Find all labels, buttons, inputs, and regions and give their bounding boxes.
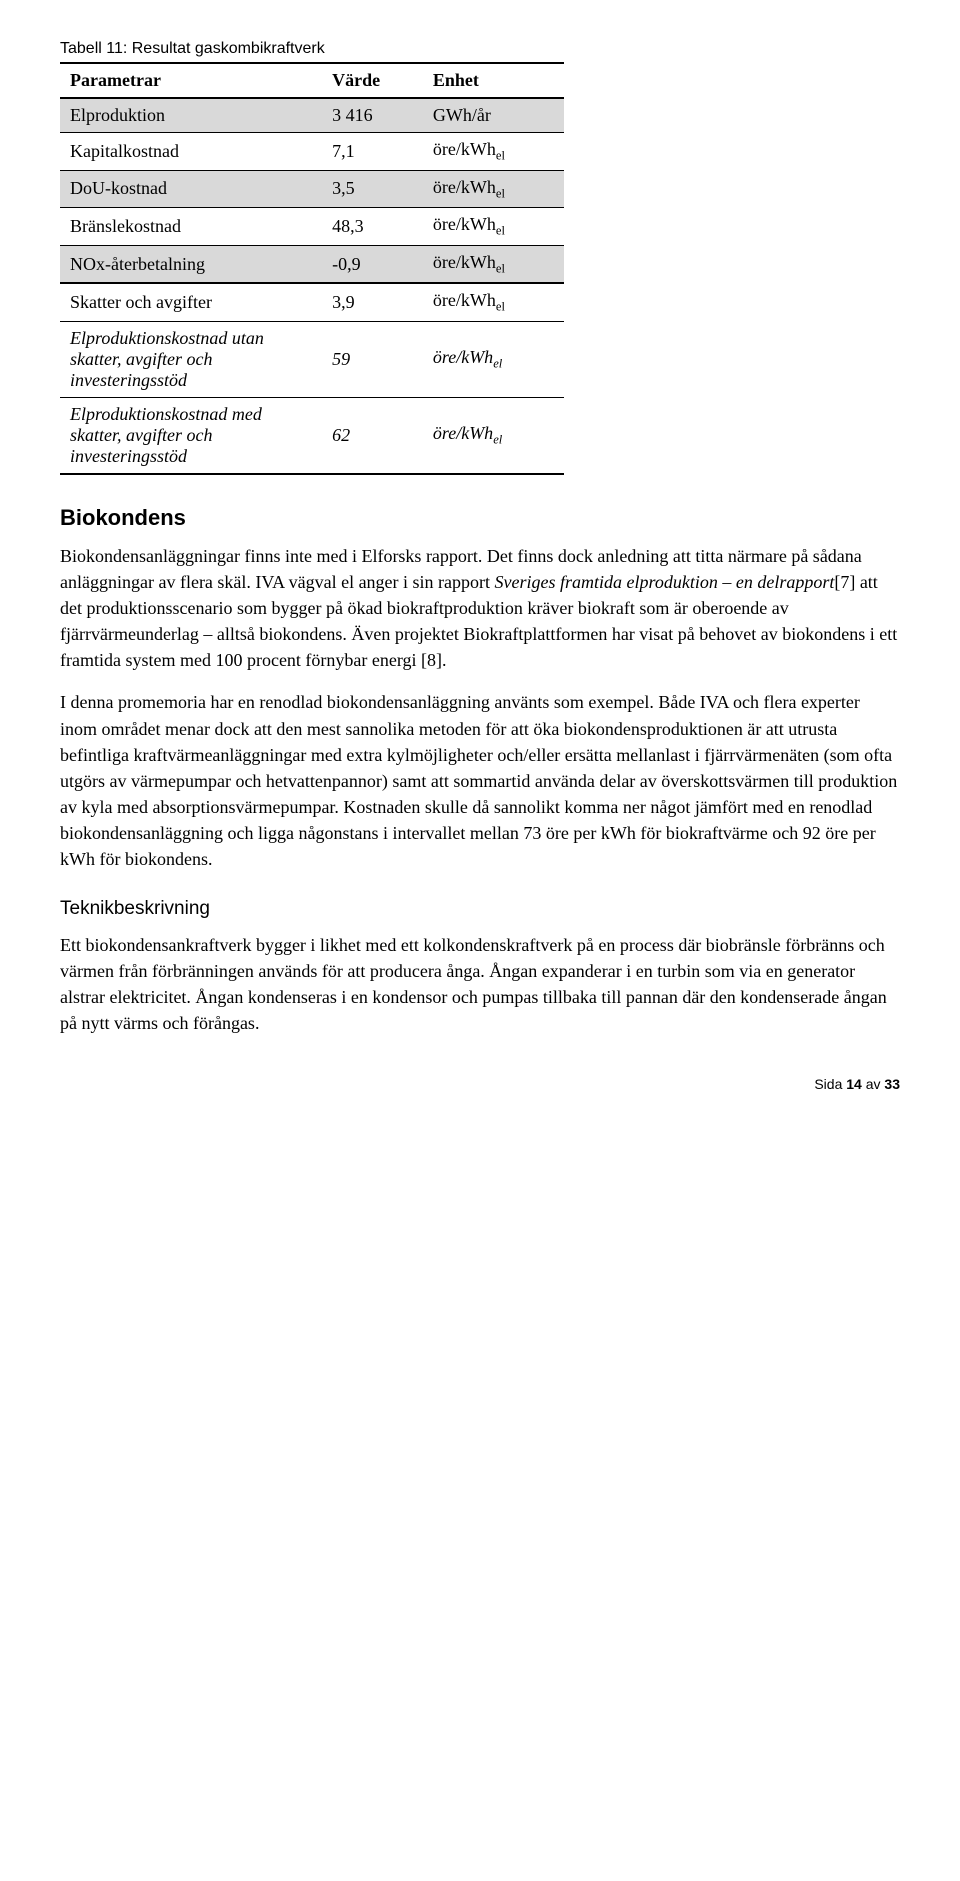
table-row: Kapitalkostnad7,1öre/kWhel: [60, 133, 564, 171]
cell-param: Elproduktion: [60, 98, 322, 133]
cell-value: 3 416: [322, 98, 423, 133]
cell-value: -0,9: [322, 245, 423, 283]
cell-param: Elproduktionskostnad utan skatter, avgif…: [60, 321, 322, 397]
cell-param: DoU-kostnad: [60, 170, 322, 208]
cell-unit: öre/kWhel: [423, 397, 564, 474]
table-row: Elproduktionskostnad med skatter, avgift…: [60, 397, 564, 474]
cell-unit: öre/kWhel: [423, 208, 564, 246]
cell-unit: öre/kWhel: [423, 245, 564, 283]
cell-value: 48,3: [322, 208, 423, 246]
cell-value: 3,5: [322, 170, 423, 208]
table-row: Elproduktion3 416GWh/år: [60, 98, 564, 133]
cell-param: Elproduktionskostnad med skatter, avgift…: [60, 397, 322, 474]
cell-unit: öre/kWhel: [423, 170, 564, 208]
table-caption: Tabell 11: Resultat gaskombikraftverk: [60, 40, 900, 58]
results-table: Parametrar Värde Enhet Elproduktion3 416…: [60, 62, 564, 475]
cell-unit: GWh/år: [423, 98, 564, 133]
subsection-heading-teknikbeskrivning: Teknikbeskrivning: [60, 898, 900, 920]
header-varde: Värde: [322, 63, 423, 98]
cell-value: 3,9: [322, 283, 423, 321]
table-header-row: Parametrar Värde Enhet: [60, 63, 564, 98]
cell-param: Kapitalkostnad: [60, 133, 322, 171]
cell-value: 7,1: [322, 133, 423, 171]
para1-italic: Sveriges framtida elproduktion – en delr…: [495, 572, 835, 592]
cell-param: Skatter och avgifter: [60, 283, 322, 321]
footer-page-current: 14: [846, 1076, 862, 1092]
header-enhet: Enhet: [423, 63, 564, 98]
paragraph-2: I denna promemoria har en renodlad bioko…: [60, 689, 900, 872]
table-row: NOx-återbetalning-0,9öre/kWhel: [60, 245, 564, 283]
cell-param: NOx-återbetalning: [60, 245, 322, 283]
table-row: Elproduktionskostnad utan skatter, avgif…: [60, 321, 564, 397]
table-row: DoU-kostnad3,5öre/kWhel: [60, 170, 564, 208]
table-row: Skatter och avgifter3,9öre/kWhel: [60, 283, 564, 321]
section-heading-biokondens: Biokondens: [60, 505, 900, 531]
cell-unit: öre/kWhel: [423, 321, 564, 397]
paragraph-1: Biokondensanläggningar finns inte med i …: [60, 543, 900, 673]
footer-page-total: 33: [884, 1076, 900, 1092]
cell-value: 59: [322, 321, 423, 397]
cell-param: Bränslekostnad: [60, 208, 322, 246]
table-row: Bränslekostnad48,3öre/kWhel: [60, 208, 564, 246]
header-parametrar: Parametrar: [60, 63, 322, 98]
footer-text-av: av: [862, 1076, 885, 1092]
cell-value: 62: [322, 397, 423, 474]
page-footer: Sida 14 av 33: [60, 1076, 900, 1092]
cell-unit: öre/kWhel: [423, 133, 564, 171]
cell-unit: öre/kWhel: [423, 283, 564, 321]
footer-text-sida: Sida: [814, 1076, 846, 1092]
paragraph-3: Ett biokondensankraftverk bygger i likhe…: [60, 932, 900, 1036]
